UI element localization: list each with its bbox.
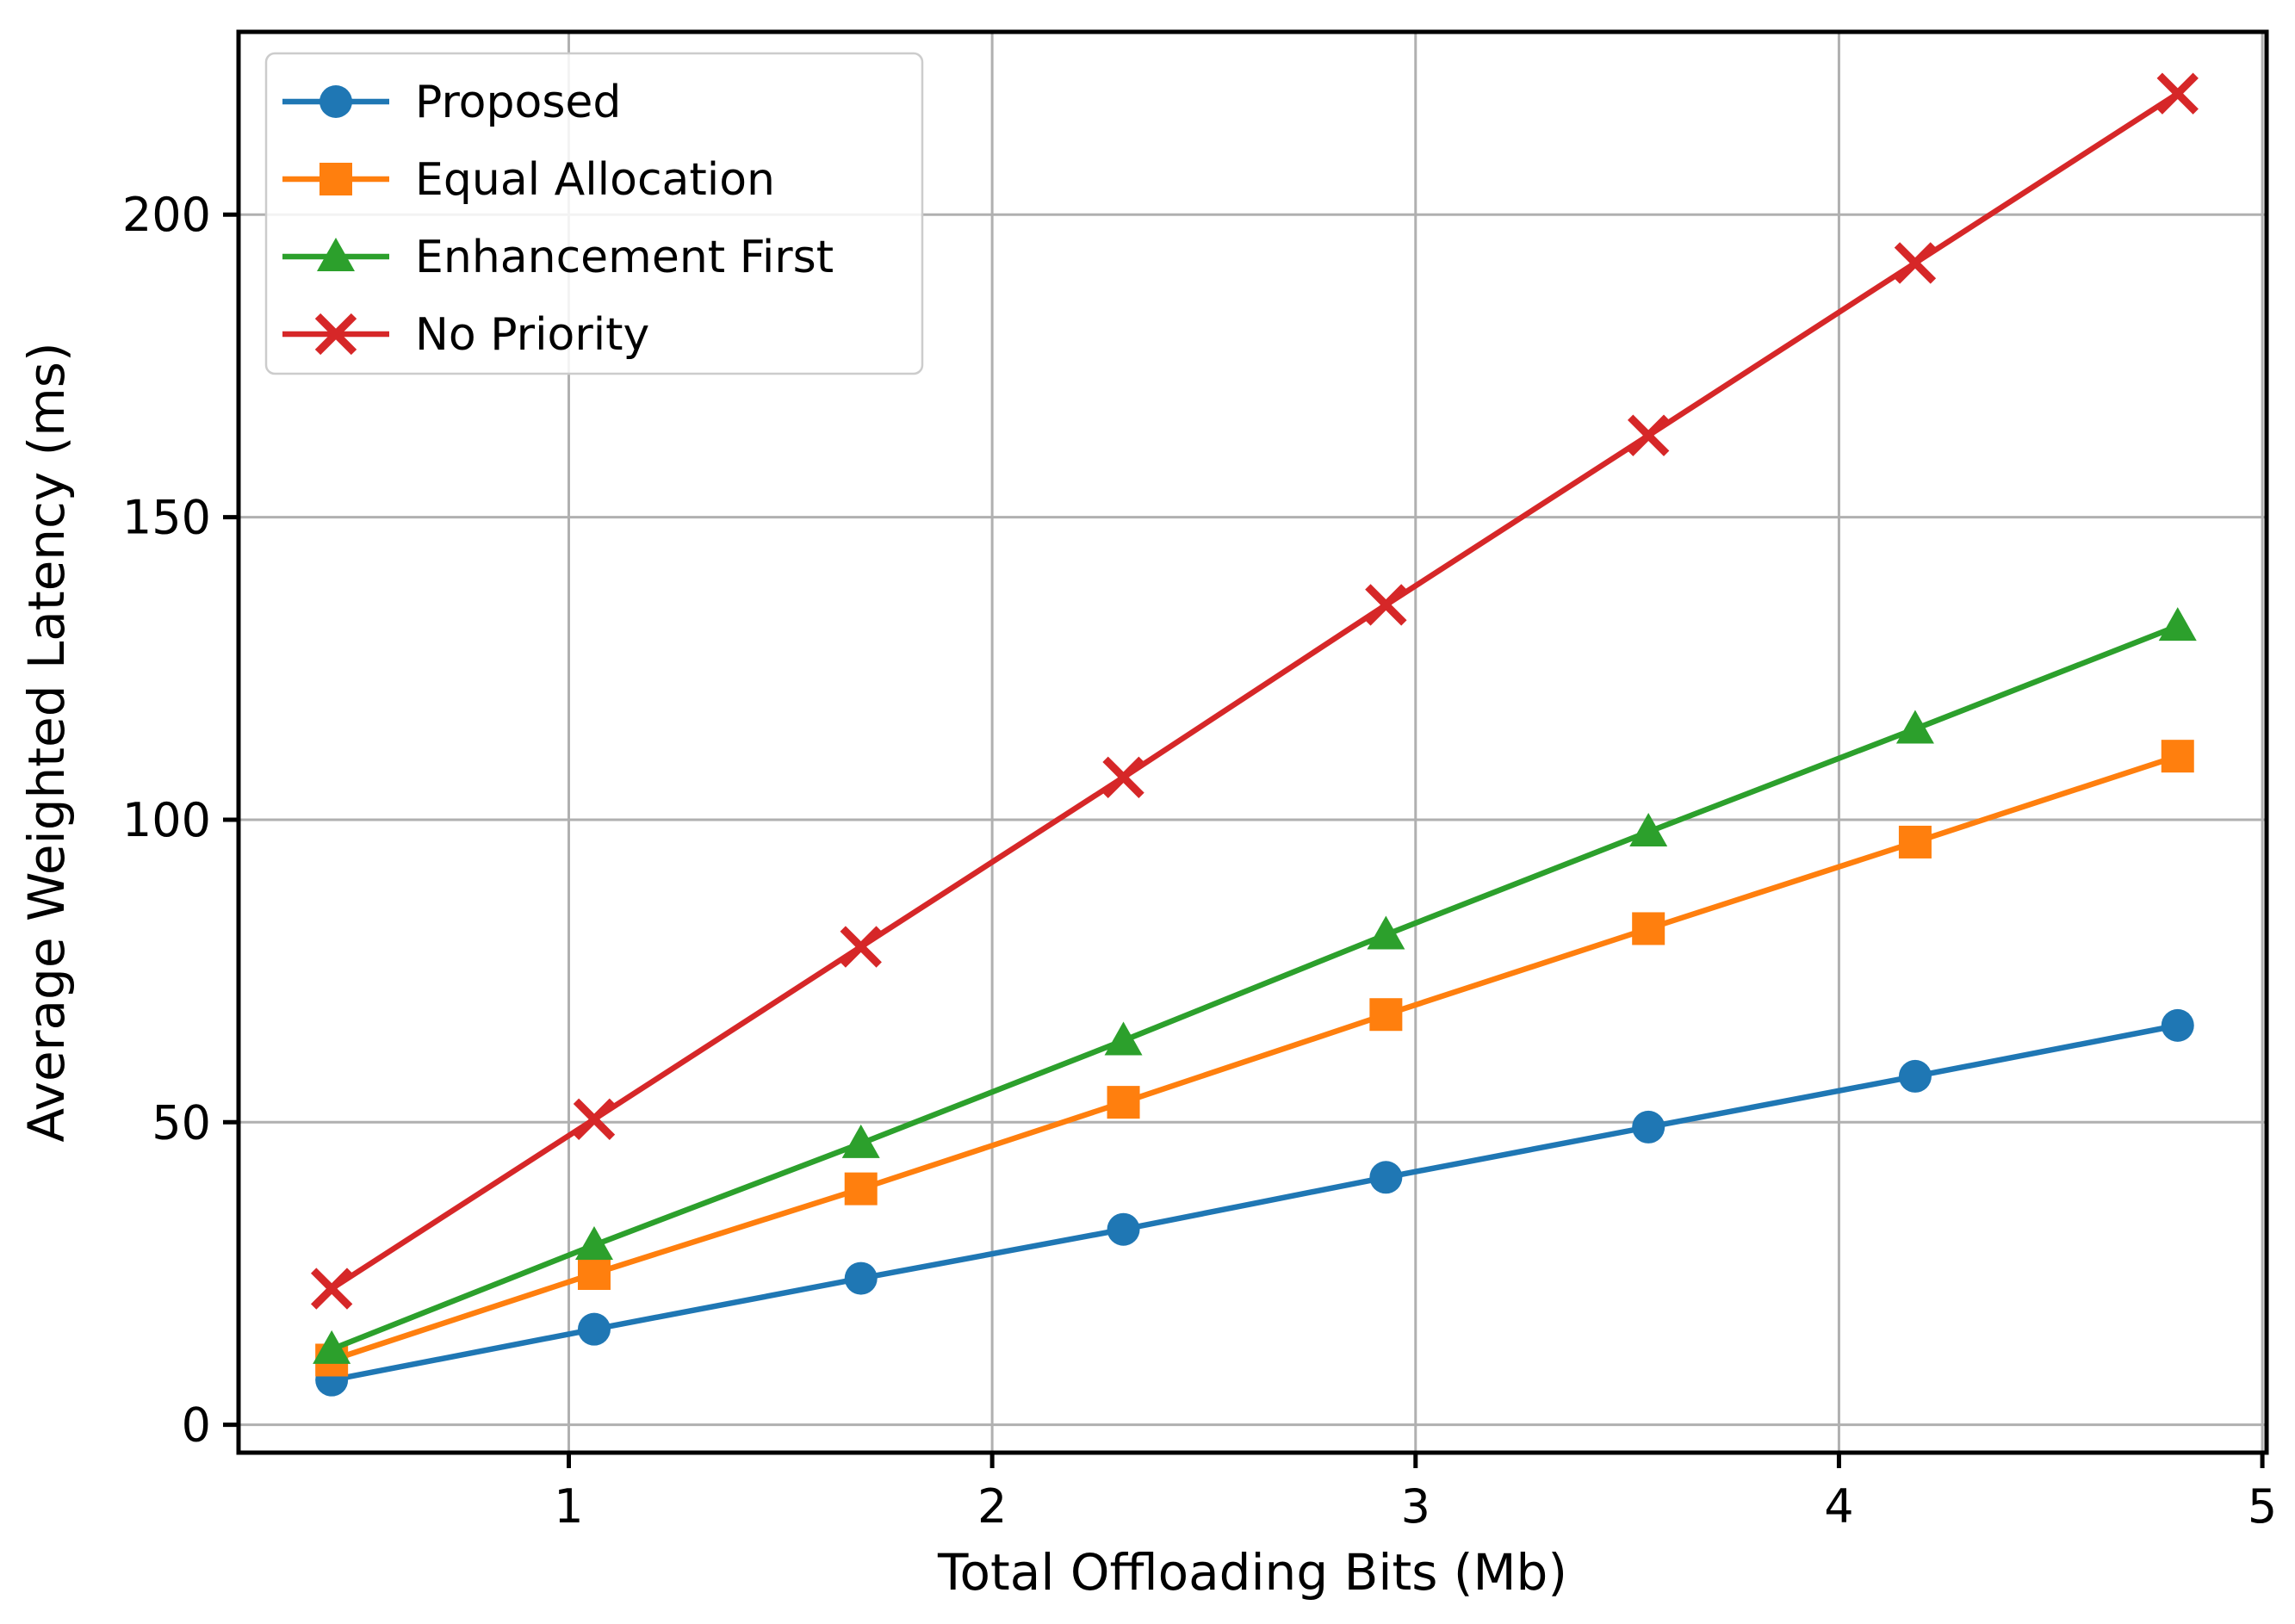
- marker-enhancement-first-7: [2158, 607, 2197, 642]
- marker-equal-allocation-2: [844, 1172, 878, 1206]
- x-tick-label-5: 5: [2248, 1479, 2277, 1534]
- x-tick-label-4: 4: [1824, 1479, 1853, 1534]
- legend-marker-enhancement-first: [317, 238, 355, 271]
- y-axis-label: Average Weighted Latency (ms): [17, 342, 76, 1143]
- marker-equal-allocation-1: [577, 1256, 611, 1290]
- marker-no-priority-7: [2156, 72, 2199, 115]
- marker-enhancement-first-0: [313, 1330, 351, 1364]
- marker-no-priority-6: [1894, 242, 1937, 284]
- legend-label-equal-allocation: Equal Allocation: [415, 154, 775, 206]
- series-equal-allocation: [315, 740, 2194, 1377]
- x-tick-label-2: 2: [977, 1479, 1007, 1534]
- marker-proposed-5: [1632, 1110, 1665, 1144]
- legend-item-proposed: Proposed: [282, 77, 621, 128]
- legend-marker-no-priority: [314, 313, 357, 356]
- marker-enhancement-first-2: [841, 1124, 880, 1158]
- y-tick-label-100: 100: [122, 793, 211, 847]
- marker-proposed-1: [577, 1312, 611, 1346]
- marker-no-priority-3: [1102, 756, 1144, 798]
- marker-equal-allocation-7: [2161, 740, 2194, 773]
- legend-label-no-priority: No Priority: [415, 309, 649, 361]
- x-tick-label-1: 1: [554, 1479, 583, 1534]
- series-enhancement-first: [313, 607, 2197, 1364]
- y-tick-label-200: 200: [122, 188, 211, 242]
- marker-proposed-3: [1107, 1212, 1140, 1246]
- legend: Proposed Equal Allocation Enhancement Firs…: [264, 52, 924, 375]
- series-line-proposed: [331, 1022, 2179, 1383]
- series-no-priority: [310, 72, 2199, 1310]
- series-line-no-priority: [330, 90, 2180, 1292]
- legend-marker-proposed: [319, 85, 352, 118]
- marker-proposed-2: [844, 1261, 878, 1295]
- legend-item-no-priority: No Priority: [282, 309, 649, 361]
- marker-proposed-6: [1898, 1059, 1932, 1093]
- legend-item-equal-allocation: Equal Allocation: [282, 154, 775, 206]
- marker-equal-allocation-6: [1898, 825, 1932, 858]
- marker-equal-allocation-5: [1632, 912, 1665, 945]
- series-proposed: [315, 1008, 2194, 1397]
- marker-enhancement-first-3: [1104, 1021, 1143, 1056]
- marker-proposed-7: [2161, 1008, 2194, 1042]
- series-line-equal-allocation: [331, 753, 2179, 1363]
- legend-item-enhancement-first: Enhancement First: [282, 232, 834, 283]
- legend-box: [264, 52, 924, 375]
- marker-no-priority-4: [1365, 584, 1407, 626]
- marker-equal-allocation-3: [1107, 1086, 1140, 1119]
- marker-enhancement-first-5: [1629, 813, 1668, 847]
- marker-proposed-4: [1369, 1161, 1403, 1194]
- marker-enhancement-first-4: [1367, 915, 1405, 950]
- marker-enhancement-first-1: [574, 1225, 613, 1260]
- y-tick-label-0: 0: [182, 1398, 211, 1453]
- marker-enhancement-first-6: [1895, 710, 1934, 744]
- legend-label-enhancement-first: Enhancement First: [415, 232, 834, 283]
- marker-no-priority-1: [573, 1098, 616, 1140]
- marker-no-priority-0: [310, 1268, 353, 1310]
- y-tick-label-50: 50: [152, 1095, 211, 1150]
- marker-no-priority-2: [840, 926, 882, 968]
- y-tick-label-150: 150: [122, 491, 211, 545]
- x-axis-label: Total Offloading Bits (Mb): [937, 1543, 1567, 1602]
- series-line-enhancement-first: [330, 623, 2179, 1352]
- marker-no-priority-5: [1628, 414, 1670, 456]
- x-tick-label-3: 3: [1401, 1479, 1430, 1534]
- plot-border: [236, 29, 2269, 1455]
- marker-equal-allocation-4: [1369, 998, 1403, 1032]
- legend-label-proposed: Proposed: [415, 77, 621, 128]
- legend-marker-equal-allocation: [319, 163, 352, 195]
